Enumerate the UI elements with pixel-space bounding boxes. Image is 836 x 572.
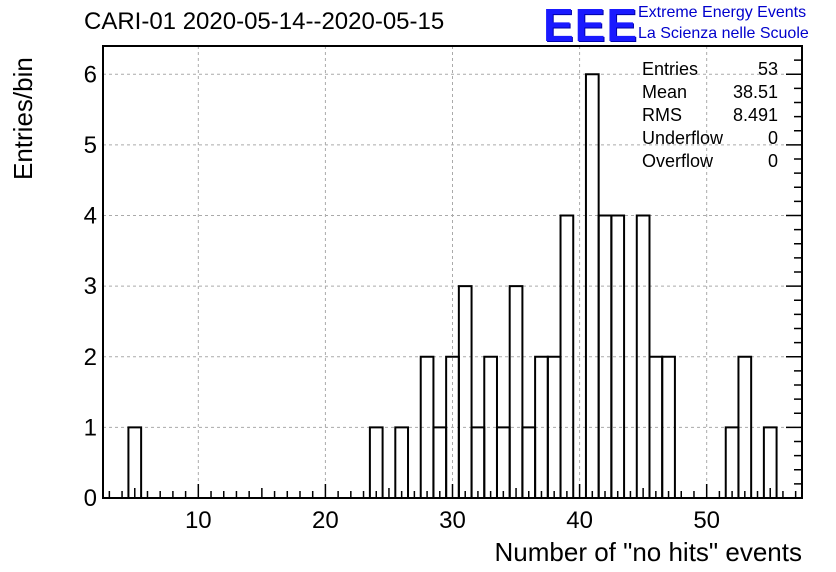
stats-row-underflow: Underflow 0 <box>642 127 778 150</box>
y-tick-label: 1 <box>84 414 97 441</box>
stats-row-overflow: Overflow 0 <box>642 150 778 173</box>
histogram-bin <box>368 426 384 498</box>
logo-line-2: La Scienza nelle Scuole <box>638 25 809 42</box>
stats-value: 8.491 <box>732 105 778 125</box>
y-tick-label: 6 <box>84 61 97 88</box>
histogram-bins <box>127 73 778 498</box>
stats-value: 0 <box>767 151 778 171</box>
stats-row-entries: Entries 53 <box>642 58 778 81</box>
histogram-bin <box>661 355 676 498</box>
histogram-bin <box>508 285 524 498</box>
y-tick-label: 3 <box>84 273 97 300</box>
histogram-bin <box>724 426 740 498</box>
stats-box: Entries 53 Mean 38.51 RMS 8.491 Underflo… <box>642 58 778 173</box>
histogram-bin <box>127 426 143 498</box>
stats-label: RMS <box>642 105 682 125</box>
x-tick-label: 10 <box>185 507 212 534</box>
y-tick-label: 2 <box>84 344 97 371</box>
x-tick-label: 20 <box>312 507 339 534</box>
stats-value: 38.51 <box>732 82 778 102</box>
histogram-bin <box>762 426 778 498</box>
stats-label: Mean <box>642 82 688 102</box>
x-tick-label: 30 <box>439 507 466 534</box>
x-tick-label: 50 <box>693 507 720 534</box>
logo-line-1: Extreme Energy Events <box>638 4 807 21</box>
y-axis-label: Entries/bin <box>8 57 38 180</box>
stats-label: Entries <box>642 59 699 79</box>
stats-value: 53 <box>757 59 778 79</box>
stats-row-rms: RMS 8.491 <box>642 104 778 127</box>
histogram-bin <box>470 426 486 498</box>
y-tick-label: 0 <box>84 485 97 512</box>
histogram-bin <box>394 426 410 498</box>
tick-labels: 10 20 30 40 50 0 1 2 3 4 5 6 <box>84 61 720 534</box>
eee-logo: EEE <box>543 0 639 51</box>
stats-label: Overflow <box>642 151 714 171</box>
x-axis-label: Number of "no hits" events <box>494 537 803 567</box>
histogram-bin <box>495 426 511 498</box>
axis-ticks <box>108 45 802 499</box>
histogram-bin <box>559 214 575 498</box>
histogram-bin <box>521 426 537 498</box>
grid-lines <box>103 46 802 498</box>
y-tick-label: 5 <box>84 132 97 159</box>
y-tick-label: 4 <box>84 203 97 230</box>
x-tick-label: 40 <box>566 507 593 534</box>
histogram-bin <box>432 426 448 498</box>
stats-label: Underflow <box>642 128 724 148</box>
stats-row-mean: Mean 38.51 <box>642 81 778 104</box>
histogram-bin <box>457 285 473 498</box>
chart-title: CARI-01 2020-05-14--2020-05-15 <box>84 8 445 35</box>
histogram-bin <box>610 214 626 498</box>
histogram-bin <box>737 355 753 498</box>
stats-value: 0 <box>767 128 778 148</box>
